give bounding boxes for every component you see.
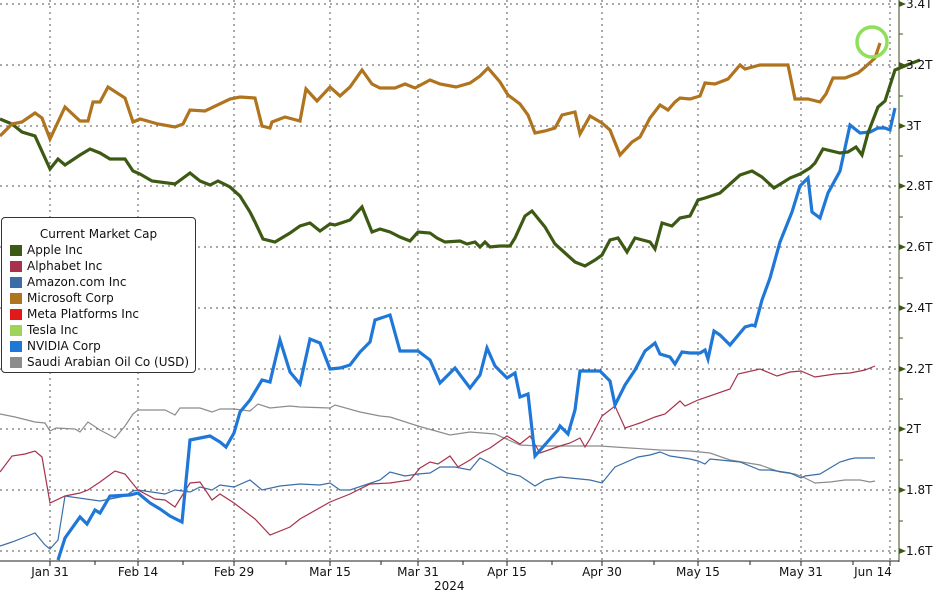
legend-item-microsoft: Microsoft Corp (2, 290, 195, 306)
legend-label: NVIDIA Corp (27, 339, 101, 353)
series-microsoft (0, 42, 882, 158)
legend-label: Microsoft Corp (27, 291, 114, 305)
chart-legend: Current Market Cap Apple Inc Alphabet In… (1, 217, 196, 373)
legend-label: Tesla Inc (27, 323, 79, 337)
series-nvidia (56, 107, 897, 561)
x-tick-label: Apr 15 (487, 565, 527, 579)
y-tick-label: 2.8T (906, 179, 933, 193)
legend-swatch (10, 308, 22, 320)
legend-label: Meta Platforms Inc (27, 307, 140, 321)
legend-swatch (10, 276, 22, 288)
legend-label: Apple Inc (27, 243, 83, 257)
legend-swatch (10, 292, 22, 304)
y-axis-ticks (899, 1, 906, 554)
legend-swatch (10, 356, 22, 368)
legend-item-saudi-aramco: Saudi Arabian Oil Co (USD) (2, 354, 195, 370)
legend-swatch (10, 260, 22, 272)
legend-swatch (10, 244, 22, 256)
legend-item-alphabet: Alphabet Inc (2, 258, 195, 274)
y-axis-minor-ticks (899, 33, 903, 522)
y-tick-label: 3.4T (906, 0, 933, 11)
legend-swatch (10, 340, 22, 352)
x-axis-ticks (49, 561, 891, 566)
x-tick-label: Mar 15 (309, 565, 351, 579)
x-tick-label: Feb 14 (117, 565, 159, 579)
x-tick-label: Jan 31 (31, 565, 69, 579)
y-tick-label: 2.4T (906, 301, 933, 315)
legend-item-amazon: Amazon.com Inc (2, 274, 195, 290)
series-amazon (0, 451, 875, 550)
y-tick-label: 3T (906, 119, 921, 133)
y-tick-label: 3.2T (906, 58, 933, 72)
x-tick-label: May 15 (676, 565, 720, 579)
legend-title: Current Market Cap (39, 227, 158, 241)
x-tick-label: Apr 30 (582, 565, 622, 579)
x-axis-year-label: 2024 (434, 579, 465, 593)
legend-swatch (10, 324, 22, 336)
legend-item-apple: Apple Inc (2, 242, 195, 258)
y-tick-label: 1.6T (906, 544, 933, 558)
y-tick-label: 2.6T (906, 240, 933, 254)
series-alphabet (0, 365, 876, 536)
legend-label: Amazon.com Inc (27, 275, 127, 289)
x-tick-label: Jun 14 (854, 565, 892, 579)
y-tick-label: 1.8T (906, 483, 933, 497)
x-tick-label: May 31 (779, 565, 823, 579)
x-tick-label: Feb 29 (213, 565, 255, 579)
series-apple (0, 58, 921, 268)
legend-item-meta: Meta Platforms Inc (2, 306, 195, 322)
series-saudi-aramco (0, 403, 876, 484)
legend-label: Saudi Arabian Oil Co (USD) (27, 355, 190, 369)
legend-item-nvidia: NVIDIA Corp (2, 338, 195, 354)
x-tick-label: Mar 31 (397, 565, 439, 579)
highlight-circle-annotation (855, 25, 889, 59)
legend-item-tesla: Tesla Inc (2, 322, 195, 338)
y-tick-label: 2.2T (906, 362, 933, 376)
legend-label: Alphabet Inc (27, 259, 103, 273)
y-tick-label: 2T (906, 422, 921, 436)
